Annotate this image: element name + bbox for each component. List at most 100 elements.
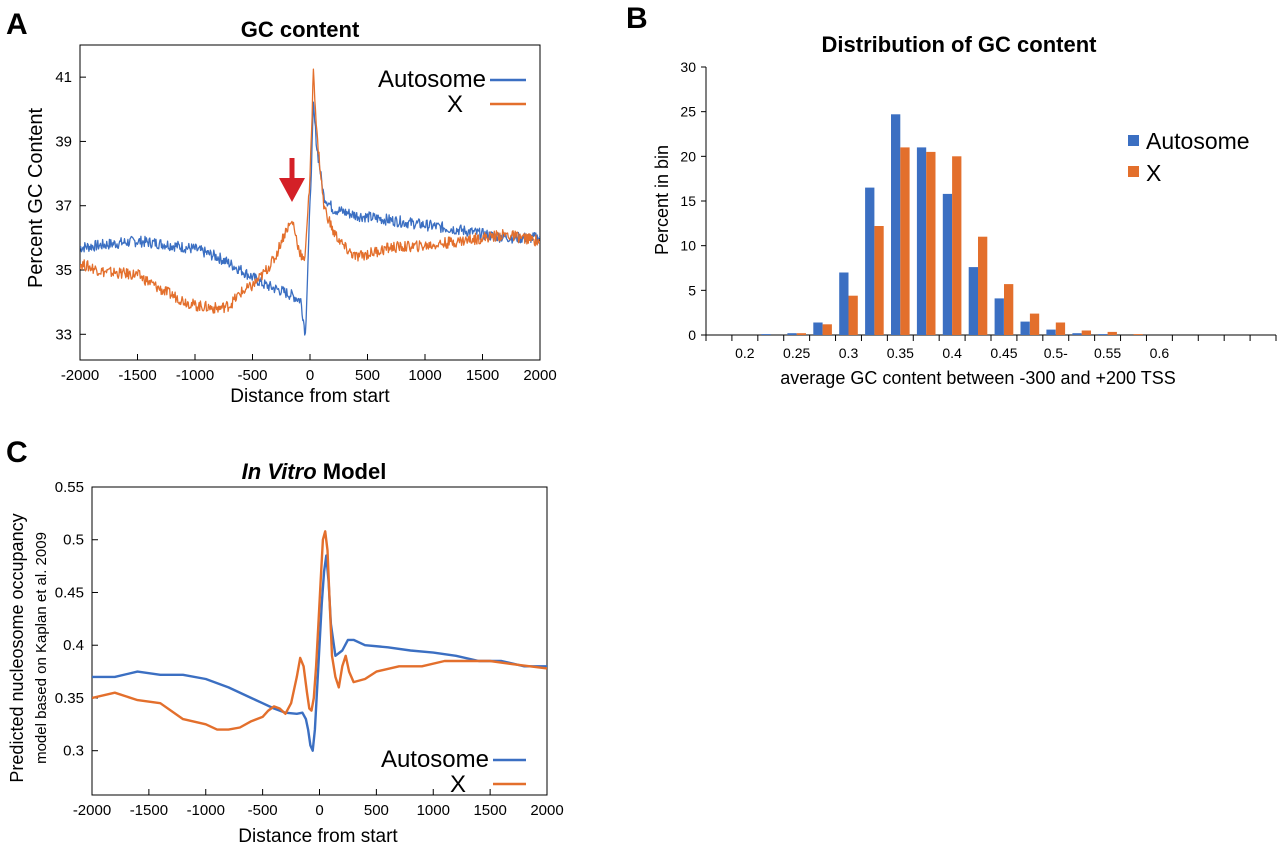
chart-b-xtick-label: 0.25	[783, 345, 810, 361]
chart-c-xlabel: Distance from start	[238, 826, 398, 847]
chart-a-xtick-label: -1500	[118, 367, 156, 384]
chart-c-ytick-label: 0.5	[63, 532, 84, 549]
chart-a-xtick-label: 0	[306, 367, 314, 384]
chart-b-legend-autosome-swatch	[1128, 135, 1139, 146]
chart-a-legend-x-label: X	[447, 91, 463, 118]
panel-letter-c: C	[6, 436, 28, 469]
chart-c-title: In Vitro Model	[242, 459, 387, 484]
chart-c-xtick-label: -500	[248, 802, 278, 819]
chart-b-bar-x	[1029, 313, 1040, 335]
chart-a-ytick-label: 33	[55, 326, 72, 343]
chart-c-ytick-label: 0.3	[63, 743, 84, 760]
chart-b-xtick-label: 0.6	[1150, 345, 1170, 361]
chart-c-xtick-label: 2000	[530, 802, 563, 819]
chart-b-bar-x	[1055, 322, 1066, 335]
chart-c-ytick-label: 0.45	[55, 584, 84, 601]
chart-b-bar-x	[848, 295, 858, 335]
chart-b-bar-autosome	[1098, 334, 1108, 335]
chart-b-bar-x	[978, 236, 988, 335]
chart-c-title-italic: In Vitro	[242, 459, 317, 484]
chart-a-ytick-label: 37	[55, 198, 72, 215]
chart-c-title-rest: Model	[317, 459, 387, 484]
panel-letter-a: A	[6, 8, 28, 41]
chart-b-ytick-label: 10	[680, 238, 696, 254]
chart-a-legend-autosome-label: Autosome	[378, 66, 486, 93]
chart-a-line-autosome	[80, 101, 540, 336]
chart-b-bar-x	[1107, 331, 1117, 335]
chart-b-bar-autosome	[839, 272, 849, 335]
chart-b-bar-x	[1081, 330, 1091, 335]
chart-b-bar-autosome	[787, 333, 797, 335]
chart-c-line-autosome	[92, 554, 547, 752]
chart-b-bar-autosome	[865, 187, 875, 335]
chart-b-xtick-label: 0.2	[735, 345, 755, 361]
chart-b-bar-x	[1004, 284, 1014, 335]
chart-b-ytick-label: 15	[680, 193, 696, 209]
chart-a-ytick-label: 35	[55, 262, 72, 279]
chart-c-legend-autosome-label: Autosome	[381, 746, 489, 773]
chart-c-ytick-label: 0.4	[63, 637, 84, 654]
chart-c-legend-x-label: X	[450, 771, 466, 798]
chart-b-ytick-label: 20	[680, 148, 696, 164]
chart-a-ytick-label: 41	[55, 69, 72, 86]
chart-c-line-x	[92, 530, 547, 731]
chart-a-xtick-label: 500	[355, 367, 380, 384]
chart-a-xtick-label: -1000	[176, 367, 214, 384]
chart-b-ylabel: Percent in bin	[652, 145, 672, 255]
chart-a-ytick-label: 39	[55, 133, 72, 150]
chart-b-ytick-label: 5	[688, 282, 696, 298]
chart-a-xlabel: Distance from start	[230, 386, 390, 407]
chart-c-ytick-label: 0.55	[55, 479, 84, 496]
panel-letter-b: B	[626, 2, 648, 35]
chart-c-xtick-label: 500	[364, 802, 389, 819]
chart-c-ytick-label: 0.35	[55, 690, 84, 707]
chart-c-xtick-label: -2000	[73, 802, 111, 819]
chart-b-bar-x	[822, 324, 832, 335]
chart-a-line-x	[80, 68, 540, 314]
chart-b-bar-autosome	[1046, 329, 1056, 335]
chart-b-xtick-label: 0.35	[887, 345, 914, 361]
chart-a-xtick-label: -500	[237, 367, 267, 384]
chart-a-xtick-label: -2000	[61, 367, 99, 384]
chart-a-ylabel: Percent GC Content	[25, 108, 47, 289]
chart-b-legend-autosome-label: Autosome	[1146, 128, 1250, 154]
chart-b-ytick-label: 0	[688, 327, 696, 343]
chart-b-xtick-label: 0.3	[839, 345, 859, 361]
chart-c-xtick-label: 0	[315, 802, 323, 819]
chart-a-xtick-label: 2000	[523, 367, 556, 384]
chart-b-bar-x	[926, 151, 936, 335]
chart-c: In Vitro Model -2000 -1500 -1000 -500 0 500 10…	[7, 459, 564, 847]
chart-c-xtick-label: -1500	[130, 802, 168, 819]
chart-a-red-arrow	[279, 158, 305, 202]
chart-b-bar-x	[796, 333, 806, 335]
chart-b-bar-autosome	[761, 334, 771, 335]
chart-b-ytick-label: 25	[680, 104, 696, 120]
chart-b-xtick-label: 0.4	[942, 345, 962, 361]
chart-a-title: GC content	[241, 17, 360, 42]
chart-a-xtick-label: 1500	[466, 367, 499, 384]
chart-b-bar-autosome	[1020, 321, 1030, 335]
chart-b-bar-x	[874, 226, 884, 335]
chart-c-ylabel-2: model based on Kaplan et al. 2009	[33, 532, 50, 764]
chart-b-bar-autosome	[813, 322, 823, 335]
chart-c-xtick-label: 1500	[473, 802, 506, 819]
chart-b-legend-x-swatch	[1128, 166, 1139, 177]
chart-b-ytick-label: 30	[680, 59, 696, 75]
chart-a-xtick-label: 1000	[408, 367, 441, 384]
chart-b-xtick-label: 0.45	[990, 345, 1017, 361]
chart-b-bar-autosome	[916, 147, 927, 335]
chart-b-bar-x	[900, 147, 910, 335]
chart-c-xtick-label: 1000	[417, 802, 450, 819]
chart-b-bar-autosome	[968, 267, 978, 335]
chart-b-bar-autosome	[994, 298, 1004, 335]
chart-b-xtick-label: 0.5-	[1044, 345, 1068, 361]
chart-b-title: Distribution of GC content	[822, 32, 1098, 57]
chart-c-xtick-label: -1000	[187, 802, 225, 819]
chart-b-legend-x-label: X	[1146, 160, 1161, 186]
chart-a: GC content -2000 -1500 -1000 -500 0 500 1000 15…	[25, 17, 557, 407]
chart-b-bar-autosome	[1072, 333, 1082, 335]
chart-b: Distribution of GC content 0 5 10 15 20 25 30 0…	[652, 32, 1277, 388]
chart-b-bar-x	[952, 156, 962, 335]
chart-c-ylabel: Predicted nucleosome occupancy	[7, 513, 27, 782]
